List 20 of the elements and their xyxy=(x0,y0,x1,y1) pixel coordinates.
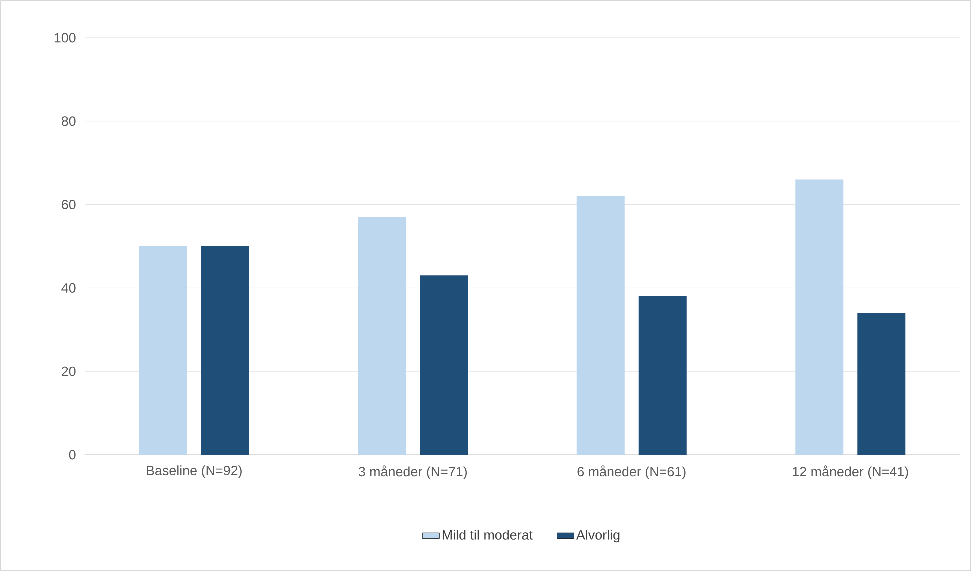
y-tick-label: 40 xyxy=(62,283,76,293)
bar xyxy=(358,217,406,455)
legend-label: Mild til moderat xyxy=(442,530,533,540)
y-tick-label: 60 xyxy=(62,200,76,210)
bar xyxy=(858,313,906,455)
y-tick-label: 20 xyxy=(62,366,76,376)
y-tick-label: 100 xyxy=(54,33,76,43)
x-tick-label: 6 måneder (N=61) xyxy=(578,466,686,480)
y-tick-label: 80 xyxy=(62,116,76,126)
bar xyxy=(796,180,844,455)
bar xyxy=(420,276,468,455)
bar xyxy=(201,246,250,455)
x-tick-label: 12 måneder (N=41) xyxy=(793,466,908,480)
bar xyxy=(139,246,188,455)
legend-label: Alvorlig xyxy=(576,530,620,543)
bar xyxy=(576,196,625,455)
x-tick-label: Baseline (N=92) xyxy=(147,466,242,478)
x-tick-label: 3 måneder (N=71) xyxy=(358,466,468,480)
y-tick-label: 0 xyxy=(69,450,76,460)
bar xyxy=(638,296,687,455)
